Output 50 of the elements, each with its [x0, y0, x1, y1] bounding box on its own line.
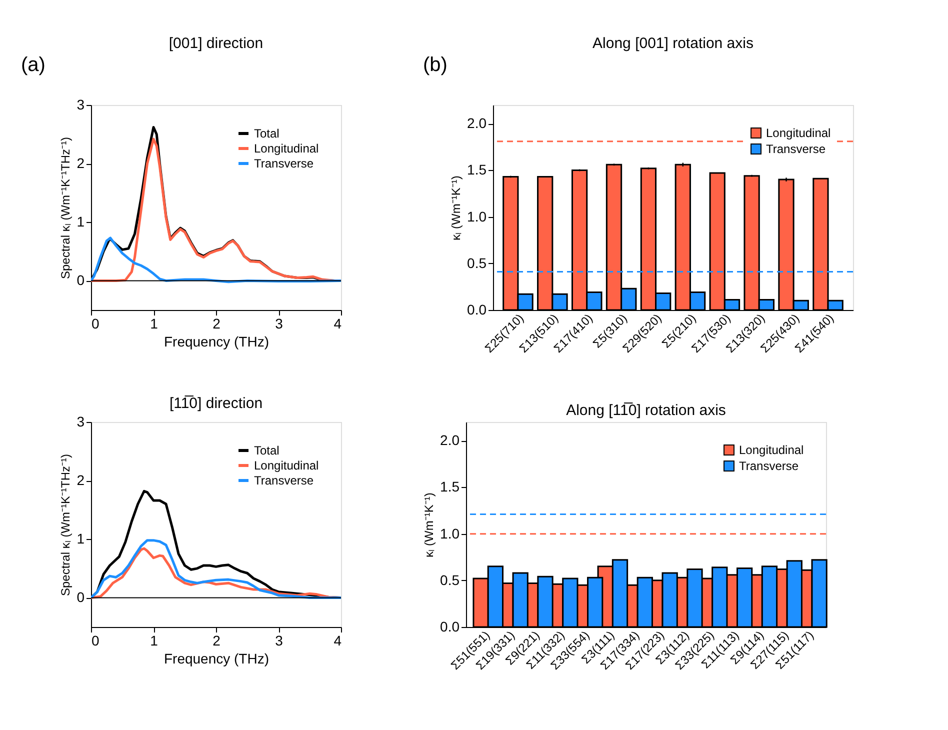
y-tick-label: 0.5 — [440, 572, 460, 588]
y-tick-label: 1 — [76, 214, 85, 230]
y-axis-title: κₗ (Wm⁻¹K⁻¹) — [422, 492, 436, 558]
x-tick-label: 2 — [212, 632, 221, 648]
x-tick-label: 4 — [334, 316, 342, 332]
y-tick-label: 2 — [76, 155, 85, 172]
legend-label: Transverse — [766, 142, 826, 156]
y-tick-label: 0.0 — [440, 618, 460, 634]
y-tick-label: 2.0 — [467, 115, 487, 132]
y-tick-label: 1.5 — [467, 162, 487, 178]
chart-title: Along [001] rotation axis — [592, 35, 754, 52]
x-tick-label: 0 — [92, 632, 100, 648]
y-tick-label: 0 — [76, 272, 85, 288]
legend-label: Transverse — [739, 459, 799, 473]
legend-label: Longitudinal — [254, 458, 319, 472]
y-tick-label: 2 — [76, 472, 85, 488]
y-axis-title: Spectral κₗ (Wm⁻¹K⁻¹THz⁻¹) — [58, 137, 73, 279]
y-tick-label: 0 — [76, 589, 85, 606]
legend-label: Longitudinal — [766, 126, 831, 140]
x-tick-label: 2 — [212, 316, 221, 332]
x-axis-title: Frequency (THz) — [164, 334, 270, 350]
chart-title: Along [11̅0] rotation axis — [566, 402, 726, 419]
text: (b) — [423, 54, 448, 76]
y-tick-label: 1.0 — [440, 525, 460, 542]
legend-label: Longitudinal — [739, 443, 804, 457]
chart-title: [001] direction — [168, 35, 264, 52]
y-tick-label: 0.0 — [467, 302, 487, 318]
chart-title: [11̅0] direction — [169, 395, 263, 412]
x-axis-title: Frequency (THz) — [164, 650, 270, 666]
y-tick-label: 1.0 — [467, 208, 487, 224]
y-axis-title: κₗ (Wm⁻¹K⁻¹) — [449, 176, 464, 240]
y-tick-label: 0.5 — [467, 254, 487, 271]
x-tick-label: 3 — [275, 316, 284, 332]
x-tick-label: 4 — [334, 632, 342, 648]
y-tick-label: 2.0 — [440, 432, 460, 448]
y-axis-title: Spectral κₗ (Wm⁻¹K⁻¹THz⁻¹) — [58, 454, 73, 596]
x-tick-label: 0 — [92, 316, 100, 332]
x-tick-label: 1 — [150, 316, 158, 332]
legend-label: Total — [254, 126, 280, 140]
legend-label: Transverse — [254, 474, 314, 488]
x-tick-label: 3 — [275, 632, 284, 648]
text: (a) — [21, 54, 46, 76]
y-tick-label: 3 — [76, 414, 85, 430]
y-tick-label: 3 — [76, 96, 85, 112]
legend-label: Longitudinal — [254, 142, 319, 156]
legend-label: Transverse — [254, 156, 314, 170]
y-tick-label: 1 — [76, 530, 85, 547]
y-tick-label: 1.5 — [440, 478, 460, 495]
legend-label: Total — [254, 444, 280, 458]
x-tick-label: 1 — [150, 632, 158, 648]
